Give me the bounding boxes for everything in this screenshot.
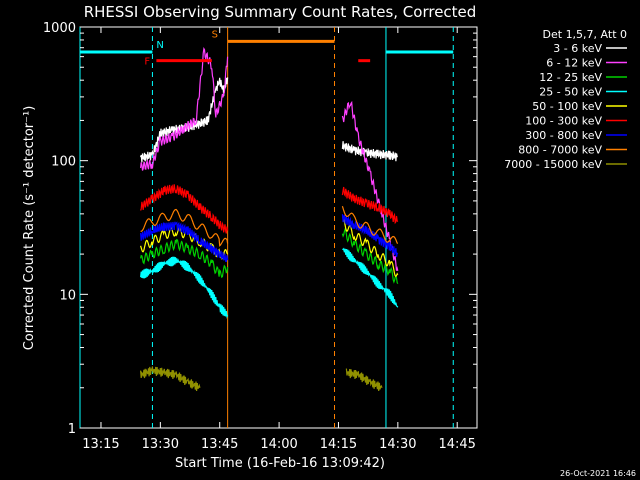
x-tick-label-5: 14:30	[379, 437, 416, 452]
series-line-0-segment-1	[341, 141, 398, 162]
series-line-4-segment-0	[140, 226, 229, 260]
series-group	[140, 46, 399, 392]
series-line-6-segment-0	[140, 221, 229, 263]
x-tick-label-6: 14:45	[438, 437, 475, 452]
legend-label-0: 3 - 6 keV	[553, 42, 602, 55]
series-line-2-segment-1	[341, 227, 399, 285]
flag-label-F: F	[144, 57, 150, 68]
series-line-4-segment-1	[342, 217, 399, 278]
legend-label-8: 7000 - 15000 keV	[504, 158, 602, 171]
chart-title: RHESSI Observing Summary Count Rates, Co…	[84, 3, 477, 21]
series-line-5-segment-0	[140, 184, 229, 234]
x-tick-label-4: 14:15	[320, 437, 357, 452]
series-line-7-segment-0	[140, 208, 229, 247]
series-line-6-segment-1	[341, 214, 399, 258]
series-line-1-segment-0	[140, 46, 229, 171]
footer-timestamp: 26-Oct-2021 16:46	[560, 469, 636, 478]
legend-label-5: 100 - 300 keV	[525, 115, 602, 128]
legend-title: Det 1,5,7, Att 0	[543, 28, 627, 41]
x-tick-label-2: 13:45	[201, 437, 238, 452]
y-tick-label-0: 1	[68, 422, 76, 437]
series-line-7-segment-1	[341, 206, 399, 244]
series-line-1-segment-1	[341, 100, 399, 271]
series-line-2-segment-0	[140, 238, 229, 279]
y-axis: 1 10 100 1000	[43, 21, 477, 437]
y-tick-label-1: 10	[59, 288, 76, 303]
legend-label-4: 50 - 100 keV	[532, 100, 602, 113]
y-tick-label-2: 100	[51, 155, 76, 170]
flag-label-N: N	[156, 40, 163, 51]
x-axis: 13:15 13:30 13:45 14:00 14:15 14:30 14:45	[82, 27, 476, 452]
x-tick-label-3: 14:00	[260, 437, 297, 452]
y-axis-label: Corrected Count Rate (s⁻¹ detector⁻¹)	[22, 106, 37, 351]
legend-label-1: 6 - 12 keV	[546, 57, 602, 70]
series-line-8-segment-0	[140, 366, 201, 391]
series-line-5-segment-1	[341, 186, 399, 225]
x-tick-label-1: 13:30	[142, 437, 179, 452]
series-line-3-segment-1	[342, 247, 399, 308]
flag-lines: NF S	[80, 29, 454, 68]
series-line-8-segment-1	[345, 368, 383, 392]
legend-label-3: 25 - 50 keV	[539, 86, 602, 99]
x-axis-label: Start Time (16-Feb-16 13:09:42)	[175, 456, 385, 471]
legend-label-2: 12 - 25 keV	[539, 71, 602, 84]
flag-label-S: S	[212, 29, 218, 40]
series-line-0-segment-0	[140, 77, 229, 163]
legend-label-6: 300 - 800 keV	[525, 129, 602, 142]
y-tick-label-3: 1000	[43, 21, 76, 36]
x-tick-label-0: 13:15	[82, 437, 119, 452]
legend-label-7: 800 - 7000 keV	[518, 144, 602, 157]
series-line-3-segment-0	[140, 256, 229, 319]
